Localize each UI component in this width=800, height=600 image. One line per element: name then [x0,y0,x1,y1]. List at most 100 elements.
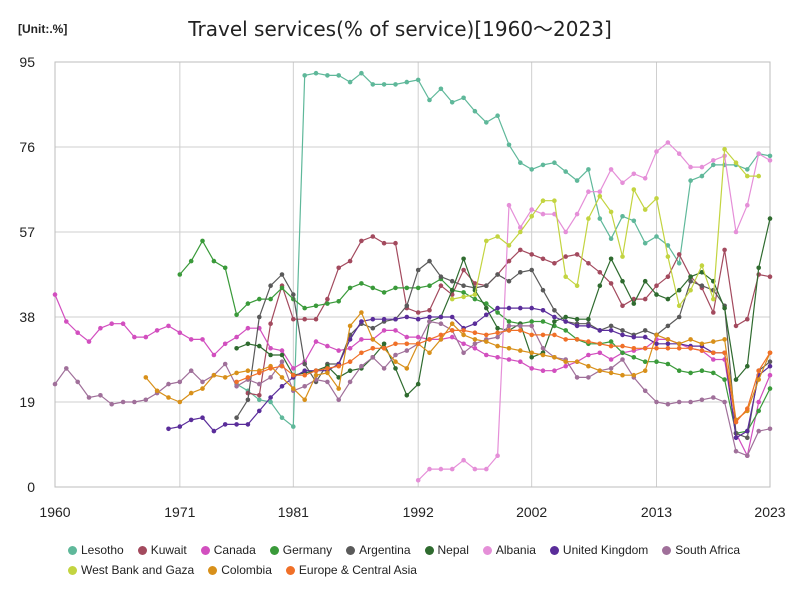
data-point-west-bank-and-gaza [699,263,705,268]
data-point-united-kingdom [597,328,603,333]
data-point-albania [495,453,500,459]
data-point-kuwait [733,323,739,329]
data-point-lesotho [711,162,716,168]
data-point-germany [393,285,398,291]
data-point-canada [75,330,80,336]
legend-item-united-kingdom[interactable]: United Kingdom [549,543,648,557]
data-point-south-africa [359,363,364,369]
data-point-united-kingdom [574,323,580,329]
y-tick-label: 19 [19,394,35,410]
data-point-colombia [529,350,534,356]
data-point-kuwait [359,238,364,244]
data-point-europe-central-asia [279,363,285,369]
data-point-united-kingdom [393,316,398,322]
data-point-germany [654,359,659,365]
legend-item-germany[interactable]: Germany [269,543,332,557]
data-point-albania [415,478,421,483]
data-point-united-kingdom [586,323,591,329]
data-point-europe-central-asia [676,346,682,351]
data-point-kuwait [438,283,444,289]
data-point-colombia [393,359,398,365]
legend-item-albania[interactable]: Albania [482,543,536,557]
legend-item-south-africa[interactable]: South Africa [662,543,740,557]
data-point-united-kingdom [449,314,455,320]
data-point-west-bank-and-gaza [665,254,671,259]
data-point-canada [449,334,455,340]
legend-item-nepal[interactable]: Nepal [424,543,469,557]
legend-marker [137,545,147,555]
data-point-kuwait [620,303,625,309]
data-point-kuwait [381,240,387,246]
legend-item-west-bank-and-gaza[interactable]: West Bank and Gaza [68,563,194,577]
data-point-south-africa [438,321,444,327]
data-point-lesotho [745,167,750,172]
legend-item-kuwait[interactable]: Kuwait [137,543,187,557]
data-point-lesotho [347,79,353,85]
data-point-united-kingdom [654,341,659,347]
legend-item-lesotho[interactable]: Lesotho [68,543,124,557]
data-point-nepal [404,393,410,398]
data-point-united-kingdom [552,314,557,320]
data-point-united-kingdom [608,328,614,333]
data-point-colombia [211,372,217,378]
data-point-albania [540,211,546,217]
data-point-lesotho [518,160,523,165]
data-point-south-africa [506,323,512,329]
data-point-argentina [291,292,296,297]
series-line-west-bank-and-gaza [452,148,759,307]
data-point-south-africa [98,393,103,398]
data-point-south-africa [75,379,80,385]
data-point-germany [268,296,273,302]
data-point-colombia [143,375,149,380]
legend-item-argentina[interactable]: Argentina [346,543,411,557]
data-point-kuwait [745,316,750,322]
series-west-bank-and-gaza [449,146,761,309]
data-point-south-africa [665,401,671,407]
data-point-nepal [597,283,603,289]
data-point-kuwait [325,296,330,302]
data-point-west-bank-and-gaza [733,160,739,165]
data-point-lesotho [688,178,693,183]
data-point-lesotho [506,142,512,148]
data-point-south-africa [279,359,285,365]
data-point-germany [688,370,693,376]
data-point-germany [620,350,625,356]
data-point-nepal [279,352,285,358]
data-point-europe-central-asia [484,332,489,338]
data-point-europe-central-asia [552,332,557,338]
data-point-colombia [688,337,693,342]
data-point-nepal [449,287,455,293]
data-point-south-africa [336,397,342,403]
legend-label: Canada [213,543,256,557]
data-point-germany [211,258,217,264]
data-point-albania [574,211,580,217]
data-point-argentina [461,283,466,289]
data-point-albania [608,167,614,172]
data-point-lesotho [654,234,659,239]
plot-area [54,61,771,488]
legend-item-canada[interactable]: Canada [200,543,256,557]
data-point-south-africa [642,388,648,394]
data-point-lesotho [268,399,273,405]
data-point-argentina [620,328,625,333]
data-point-argentina [257,314,262,320]
data-point-europe-central-asia [722,350,727,356]
data-point-lesotho [359,70,364,76]
data-point-kuwait [336,265,342,271]
data-point-europe-central-asia [745,406,750,412]
data-point-united-kingdom [733,435,739,441]
data-point-europe-central-asia [642,346,648,351]
data-point-germany [608,339,614,344]
data-point-argentina [245,397,251,403]
series-lesotho [234,70,773,429]
data-point-south-africa [166,381,171,387]
data-point-south-africa [529,323,534,329]
data-point-united-kingdom [188,417,194,423]
data-point-lesotho [461,95,466,101]
data-point-united-kingdom [166,426,171,432]
legend-item-europe-central-asia[interactable]: Europe & Central Asia [285,563,417,577]
data-point-south-africa [347,379,353,385]
data-point-argentina [370,325,376,331]
legend-item-colombia[interactable]: Colombia [208,563,272,577]
data-point-germany [200,238,205,244]
